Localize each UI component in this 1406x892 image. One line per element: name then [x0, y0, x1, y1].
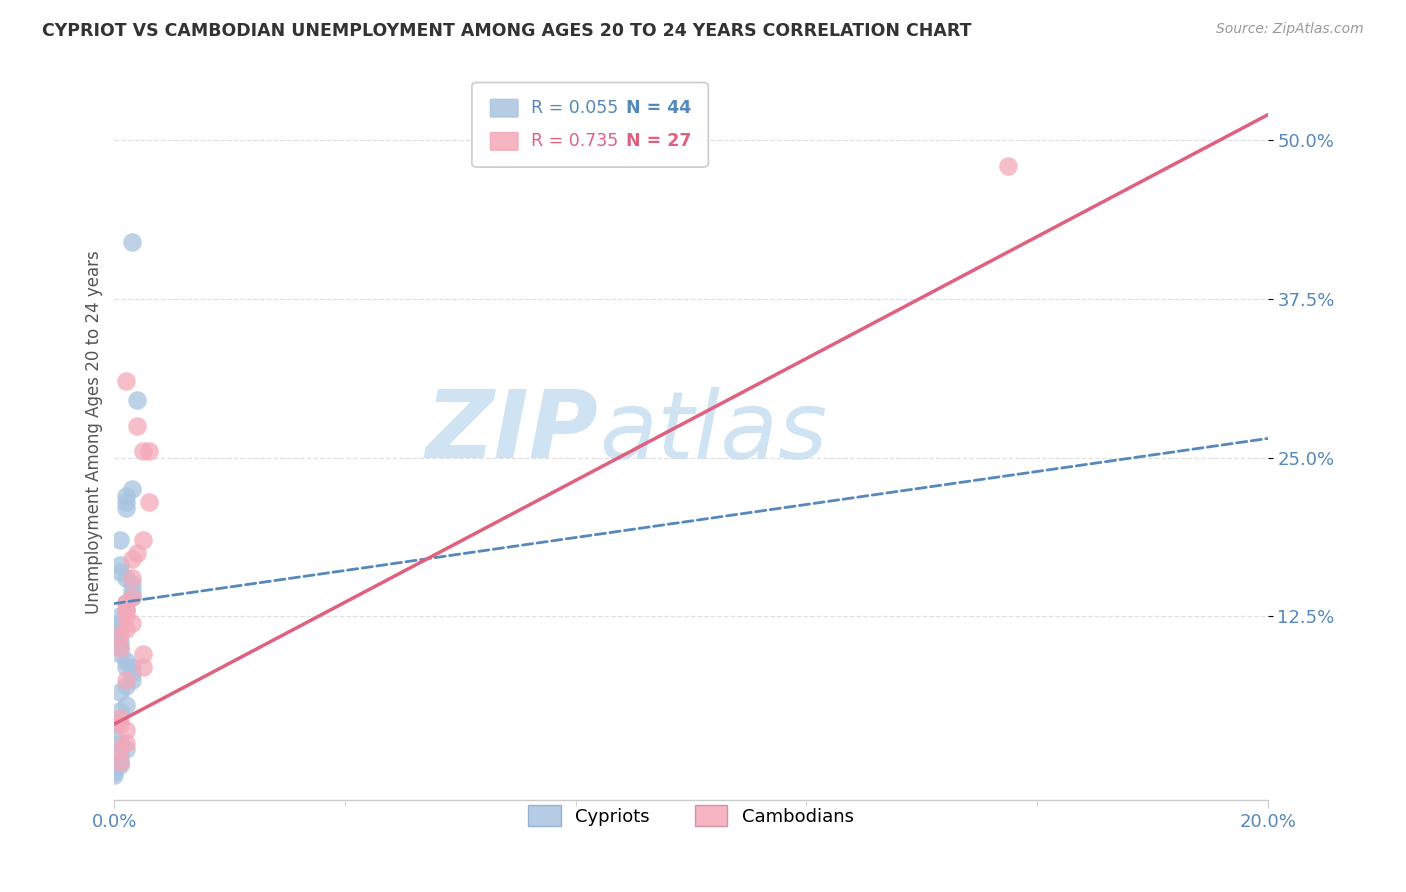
Point — [127, 418, 149, 433]
Point — [108, 742, 131, 756]
Point — [108, 748, 131, 763]
Point — [108, 647, 131, 661]
Point — [115, 571, 138, 585]
Point — [115, 603, 138, 617]
Point — [132, 647, 155, 661]
Point — [108, 685, 131, 699]
Point — [138, 495, 160, 509]
Point — [115, 501, 138, 516]
Point — [108, 717, 131, 731]
Point — [121, 673, 143, 687]
Text: atlas: atlas — [599, 386, 827, 477]
Point — [108, 755, 131, 769]
Text: ZIP: ZIP — [426, 386, 599, 478]
Point — [108, 640, 131, 655]
Point — [115, 495, 138, 509]
Point — [121, 590, 143, 604]
Point — [108, 609, 131, 624]
Text: R = 0.055: R = 0.055 — [530, 99, 619, 117]
Point — [121, 577, 143, 591]
Point — [121, 583, 143, 598]
Point — [115, 673, 138, 687]
Point — [108, 736, 131, 750]
FancyBboxPatch shape — [472, 82, 709, 167]
Point — [103, 762, 125, 776]
Point — [121, 666, 143, 681]
Point — [115, 622, 138, 636]
Point — [103, 622, 125, 636]
Point — [132, 533, 155, 547]
Point — [121, 571, 143, 585]
Point — [108, 640, 131, 655]
Point — [108, 565, 131, 579]
Point — [108, 615, 131, 630]
Point — [121, 235, 143, 249]
Point — [103, 730, 125, 744]
Point — [115, 597, 138, 611]
Point — [103, 628, 125, 642]
FancyBboxPatch shape — [491, 99, 517, 117]
Point — [132, 660, 155, 674]
Point — [108, 622, 131, 636]
Point — [108, 705, 131, 719]
Point — [108, 711, 131, 725]
Text: N = 44: N = 44 — [627, 99, 692, 117]
Point — [121, 590, 143, 604]
Text: Source: ZipAtlas.com: Source: ZipAtlas.com — [1216, 22, 1364, 37]
Point — [108, 558, 131, 573]
Point — [103, 625, 125, 640]
Point — [115, 679, 138, 693]
Point — [115, 723, 138, 738]
Point — [127, 546, 149, 560]
Text: CYPRIOT VS CAMBODIAN UNEMPLOYMENT AMONG AGES 20 TO 24 YEARS CORRELATION CHART: CYPRIOT VS CAMBODIAN UNEMPLOYMENT AMONG … — [42, 22, 972, 40]
Point — [121, 552, 143, 566]
Point — [103, 631, 125, 645]
Y-axis label: Unemployment Among Ages 20 to 24 years: Unemployment Among Ages 20 to 24 years — [86, 251, 103, 614]
Point — [121, 660, 143, 674]
Point — [115, 375, 138, 389]
Point — [103, 717, 125, 731]
Point — [127, 393, 149, 408]
Point — [108, 628, 131, 642]
Point — [115, 654, 138, 668]
Point — [103, 765, 125, 780]
Point — [103, 768, 125, 782]
Point — [115, 742, 138, 756]
Point — [108, 634, 131, 648]
Point — [108, 757, 131, 772]
Point — [115, 736, 138, 750]
Point — [115, 609, 138, 624]
Text: R = 0.735: R = 0.735 — [530, 132, 619, 151]
Point — [997, 159, 1019, 173]
Point — [115, 597, 138, 611]
Point — [121, 482, 143, 496]
Point — [115, 660, 138, 674]
Point — [108, 755, 131, 769]
Point — [138, 444, 160, 458]
Point — [132, 444, 155, 458]
Point — [115, 698, 138, 712]
Legend: Cypriots, Cambodians: Cypriots, Cambodians — [519, 797, 863, 836]
Point — [108, 533, 131, 547]
Point — [115, 603, 138, 617]
Text: N = 27: N = 27 — [627, 132, 692, 151]
FancyBboxPatch shape — [491, 133, 517, 150]
Point — [121, 615, 143, 630]
Point — [115, 489, 138, 503]
